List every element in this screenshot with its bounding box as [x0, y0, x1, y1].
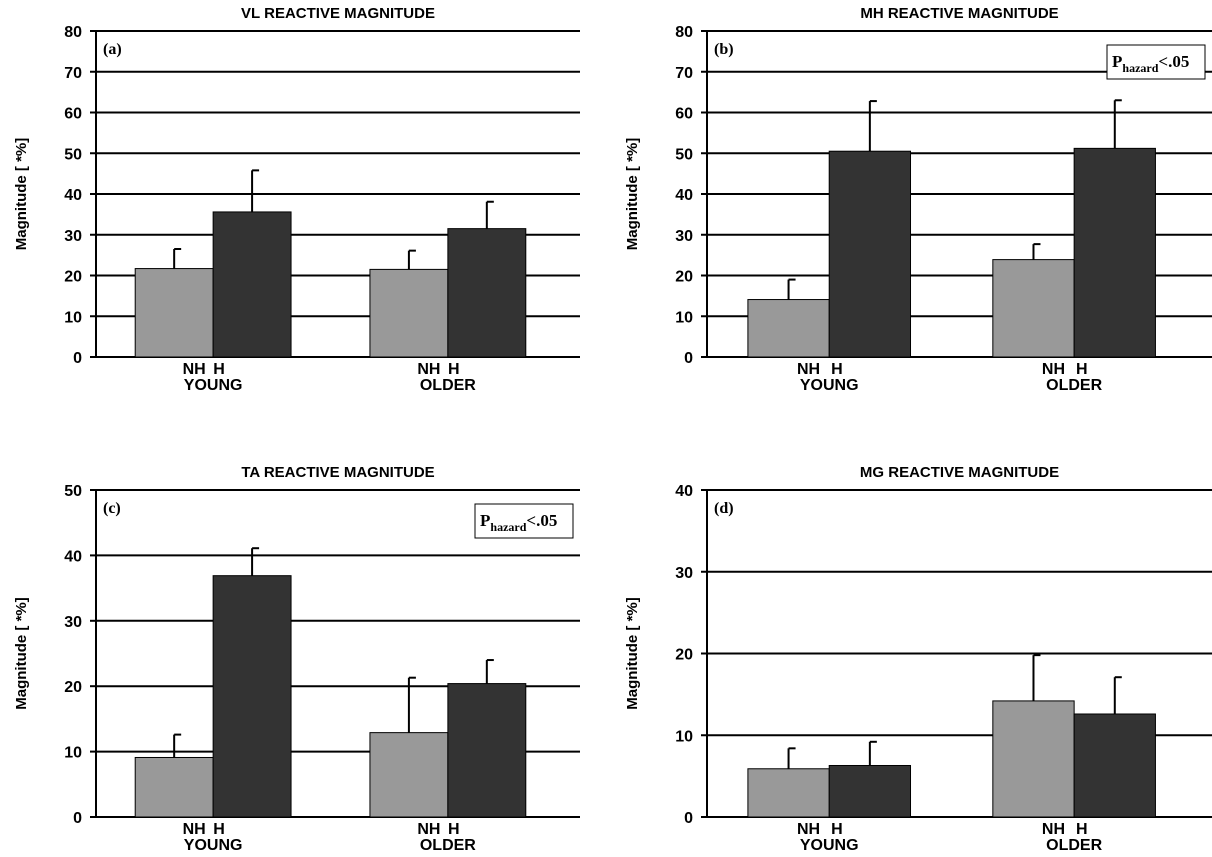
category-label: NH [183, 361, 206, 378]
y-tick-label: 30 [675, 565, 693, 582]
bar [212, 211, 292, 358]
category-label: NH [797, 361, 820, 378]
y-tick-label: 30 [675, 228, 693, 245]
chart-title: VL REACTIVE MAGNITUDE [241, 5, 435, 22]
bar [447, 683, 527, 818]
y-tick-label: 30 [64, 614, 82, 631]
category-label: H [213, 821, 225, 838]
y-tick-label: 80 [64, 24, 82, 41]
category-label: NH [797, 821, 820, 838]
group-label: YOUNG [184, 377, 243, 394]
y-tick-label: 20 [64, 679, 82, 696]
bar [369, 268, 449, 358]
category-label: H [831, 821, 843, 838]
y-tick-label: 40 [64, 548, 82, 565]
bar [1073, 147, 1156, 358]
category-label: H [213, 361, 225, 378]
group-label: YOUNG [184, 837, 243, 854]
panel-label: (b) [714, 41, 734, 58]
chart-panel-2: TA REACTIVE MAGNITUDE Magnitude [ *%] 0 10 2… [13, 464, 580, 854]
bar [447, 228, 527, 358]
y-axis-label: Magnitude [ *%] [13, 138, 30, 251]
group-label: YOUNG [800, 837, 859, 854]
y-tick-label: 30 [64, 228, 82, 245]
y-tick-label: 10 [675, 728, 693, 745]
y-tick-label: 0 [684, 810, 693, 827]
bar [992, 259, 1075, 358]
y-axis-label: Magnitude [ *%] [13, 597, 30, 710]
y-axis-label: Magnitude [ *%] [624, 138, 641, 251]
y-tick-label: 70 [64, 65, 82, 82]
bar [134, 268, 214, 358]
significance-box [474, 503, 574, 539]
y-tick-label: 10 [64, 309, 82, 326]
category-label: H [831, 361, 843, 378]
significance-box [1106, 44, 1206, 80]
y-tick-label: 40 [675, 187, 693, 204]
significance-p: P [1112, 52, 1122, 71]
bar [747, 299, 830, 358]
chart-panel-3: MG REACTIVE MAGNITUDE Magnitude [ *%] 0 10 2… [624, 464, 1212, 854]
y-tick-label: 20 [64, 269, 82, 286]
chart-title: MG REACTIVE MAGNITUDE [860, 464, 1059, 481]
bar [1073, 713, 1156, 818]
y-tick-label: 10 [64, 745, 82, 762]
group-label: OLDER [420, 837, 476, 854]
y-tick-label: 40 [675, 483, 693, 500]
y-tick-label: 0 [684, 350, 693, 367]
bar [828, 150, 912, 358]
significance-p: P [480, 511, 490, 530]
y-axis-label: Magnitude [ *%] [624, 597, 641, 710]
significance-threshold: <.05 [1158, 52, 1189, 71]
bar [369, 732, 449, 818]
category-label: H [1076, 361, 1088, 378]
category-label: NH [417, 361, 440, 378]
y-tick-label: 60 [675, 106, 693, 123]
chart-title: TA REACTIVE MAGNITUDE [241, 464, 434, 481]
y-tick-label: 50 [64, 483, 82, 500]
bar [747, 768, 830, 818]
category-label: NH [417, 821, 440, 838]
chart-title: MH REACTIVE MAGNITUDE [860, 5, 1058, 22]
y-tick-label: 20 [675, 647, 693, 664]
bar [992, 700, 1075, 818]
category-label: H [1076, 821, 1088, 838]
significance-sub: hazard [490, 520, 526, 534]
category-label: NH [1042, 821, 1065, 838]
significance-label: Phazard<.05 [480, 511, 557, 534]
bar [134, 756, 214, 818]
panel-label: (c) [103, 500, 121, 517]
y-tick-label: 60 [64, 106, 82, 123]
y-tick-label: 10 [675, 309, 693, 326]
category-label: H [448, 821, 460, 838]
group-label: OLDER [1046, 377, 1102, 394]
y-tick-label: 80 [675, 24, 693, 41]
bar [212, 575, 292, 818]
bar [828, 764, 912, 818]
y-tick-label: 0 [73, 350, 82, 367]
y-tick-label: 50 [675, 146, 693, 163]
y-tick-label: 20 [675, 269, 693, 286]
group-label: OLDER [420, 377, 476, 394]
significance-threshold: <.05 [526, 511, 557, 530]
y-tick-label: 40 [64, 187, 82, 204]
y-tick-label: 50 [64, 146, 82, 163]
category-label: NH [183, 821, 206, 838]
y-tick-label: 0 [73, 810, 82, 827]
chart-panel-1: MH REACTIVE MAGNITUDE Magnitude [ *%] 0 10 2… [624, 5, 1212, 394]
category-label: H [448, 361, 460, 378]
panel-label: (a) [103, 41, 122, 58]
significance-label: Phazard<.05 [1112, 52, 1189, 75]
group-label: OLDER [1046, 837, 1102, 854]
y-tick-label: 70 [675, 65, 693, 82]
panel-label: (d) [714, 500, 734, 517]
significance-sub: hazard [1122, 61, 1158, 75]
category-label: NH [1042, 361, 1065, 378]
group-label: YOUNG [800, 377, 859, 394]
chart-panel-0: VL REACTIVE MAGNITUDE Magnitude [ *%] 0 10 2… [13, 5, 580, 394]
